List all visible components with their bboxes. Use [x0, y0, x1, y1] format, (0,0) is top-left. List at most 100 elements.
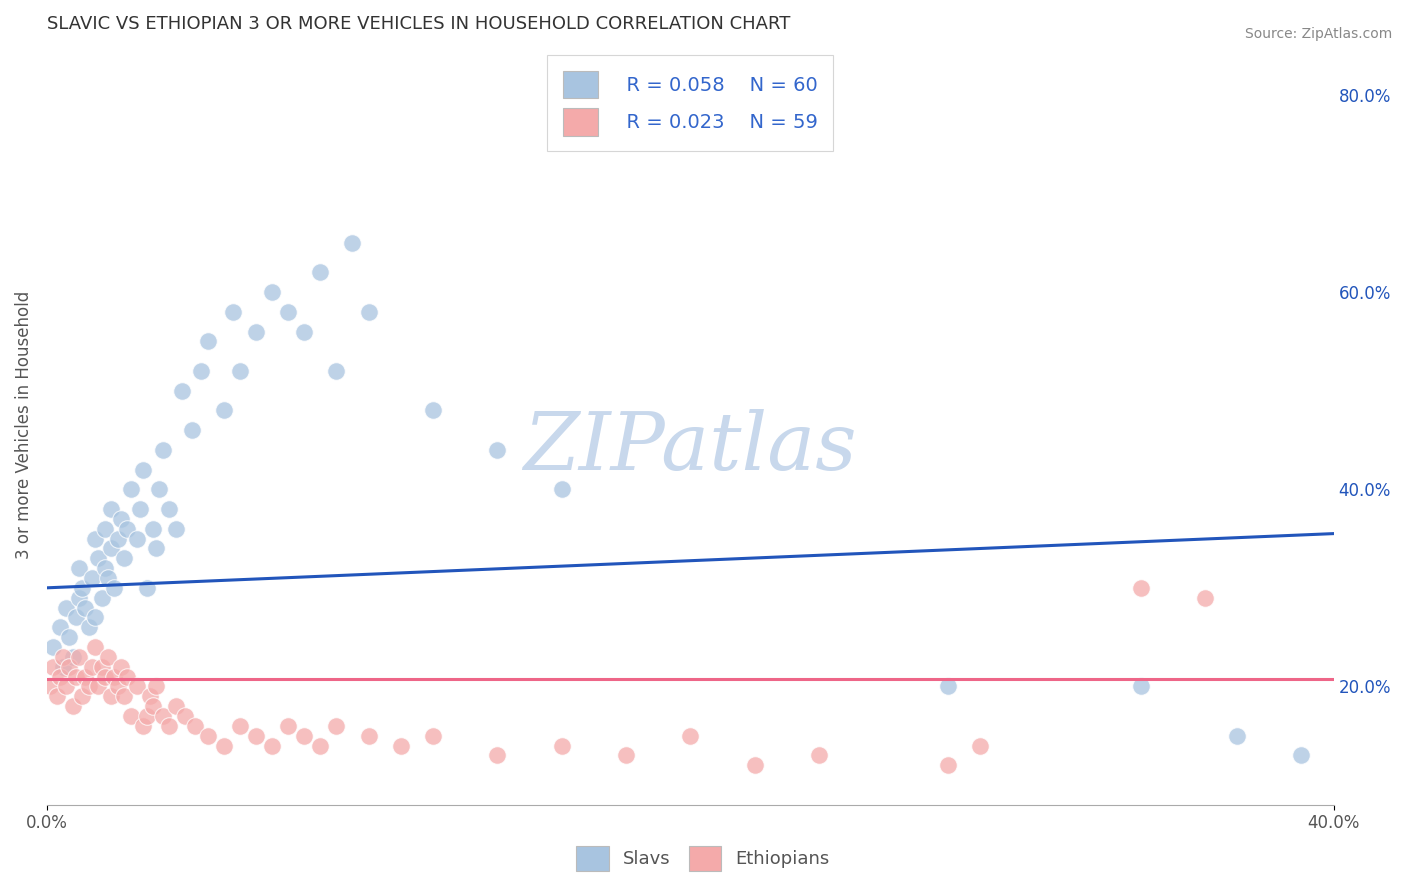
Point: [180, 423, 202, 437]
Point: [107, 679, 129, 693]
Point: [77, 620, 100, 634]
Point: [84, 532, 107, 546]
Point: [129, 502, 152, 516]
Point: [1226, 729, 1249, 743]
Point: [80, 659, 103, 673]
Point: [262, 739, 284, 753]
Point: [52, 659, 75, 673]
Point: [58, 630, 80, 644]
Point: [112, 551, 135, 566]
Point: [142, 699, 165, 714]
Point: [80, 571, 103, 585]
Point: [94, 522, 117, 536]
Point: [55, 679, 77, 693]
Point: [72, 581, 94, 595]
Point: [229, 719, 252, 733]
Point: [165, 699, 187, 714]
Point: [65, 669, 87, 683]
Point: [62, 649, 84, 664]
Point: [45, 690, 67, 704]
Point: [49, 620, 72, 634]
Point: [550, 482, 572, 496]
Point: [55, 600, 77, 615]
Legend:   R = 0.058    N = 60,   R = 0.023    N = 59: R = 0.058 N = 60, R = 0.023 N = 59: [547, 55, 832, 152]
Point: [42, 640, 65, 654]
Point: [117, 522, 139, 536]
Point: [1291, 748, 1313, 763]
Point: [100, 502, 122, 516]
Point: [110, 659, 132, 673]
Point: [1194, 591, 1216, 605]
Point: [62, 699, 84, 714]
Point: [87, 551, 110, 566]
Point: [132, 462, 155, 476]
Point: [342, 235, 364, 250]
Point: [77, 679, 100, 693]
Point: [157, 502, 180, 516]
Point: [292, 325, 315, 339]
Point: [49, 669, 72, 683]
Point: [135, 709, 157, 723]
Point: [212, 739, 235, 753]
Point: [90, 659, 112, 673]
Point: [139, 690, 162, 704]
Point: [222, 305, 245, 319]
Point: [174, 709, 197, 723]
Point: [229, 364, 252, 378]
Point: [67, 649, 90, 664]
Point: [197, 334, 219, 349]
Point: [110, 512, 132, 526]
Point: [325, 364, 347, 378]
Legend: Slavs, Ethiopians: Slavs, Ethiopians: [569, 838, 837, 879]
Point: [52, 649, 75, 664]
Point: [142, 522, 165, 536]
Point: [100, 541, 122, 556]
Point: [94, 561, 117, 575]
Point: [97, 649, 120, 664]
Point: [120, 482, 142, 496]
Point: [103, 581, 125, 595]
Point: [969, 739, 991, 753]
Point: [58, 659, 80, 673]
Point: [292, 729, 315, 743]
Point: [170, 384, 193, 398]
Point: [190, 364, 212, 378]
Point: [97, 571, 120, 585]
Point: [132, 719, 155, 733]
Y-axis label: 3 or more Vehicles in Household: 3 or more Vehicles in Household: [15, 291, 32, 559]
Point: [1129, 581, 1152, 595]
Point: [165, 522, 187, 536]
Point: [112, 690, 135, 704]
Point: [84, 610, 107, 624]
Point: [309, 739, 332, 753]
Point: [309, 265, 332, 279]
Point: [39, 679, 62, 693]
Point: [550, 739, 572, 753]
Point: [125, 532, 148, 546]
Point: [90, 591, 112, 605]
Point: [145, 541, 167, 556]
Point: [67, 561, 90, 575]
Point: [107, 532, 129, 546]
Point: [357, 729, 380, 743]
Point: [135, 581, 157, 595]
Point: [103, 669, 125, 683]
Point: [94, 669, 117, 683]
Point: [42, 659, 65, 673]
Point: [157, 719, 180, 733]
Point: [325, 719, 347, 733]
Point: [120, 709, 142, 723]
Point: [197, 729, 219, 743]
Point: [125, 679, 148, 693]
Point: [389, 739, 412, 753]
Point: [679, 729, 702, 743]
Point: [277, 719, 299, 733]
Point: [184, 719, 207, 733]
Point: [145, 679, 167, 693]
Point: [422, 403, 444, 417]
Point: [67, 591, 90, 605]
Point: [486, 442, 509, 457]
Point: [262, 285, 284, 299]
Point: [936, 758, 959, 772]
Point: [807, 748, 830, 763]
